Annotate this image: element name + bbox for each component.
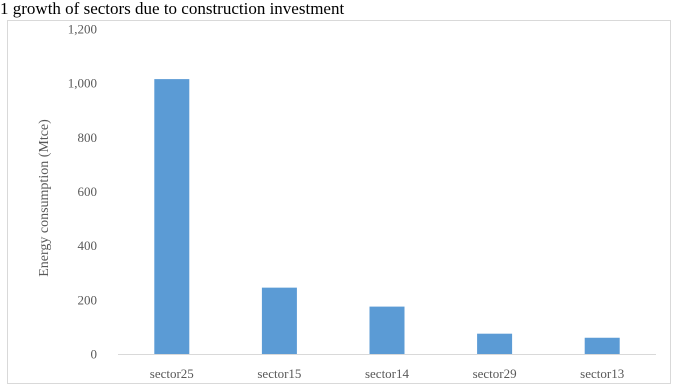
x-tick-label-sector13: sector13	[580, 366, 624, 381]
x-tick-label-sector25: sector25	[150, 366, 194, 381]
chart-title: 1 growth of sectors due to construction …	[0, 0, 345, 18]
bar-sector25	[154, 79, 190, 355]
bars-group	[154, 79, 620, 355]
y-axis-title: Energy consumption (Mtce)	[37, 119, 52, 277]
y-tick-label: 1,000	[68, 76, 97, 91]
bar-sector13	[584, 337, 620, 354]
y-tick-label: 0	[91, 347, 98, 362]
x-tick-labels: sector25 sector15 sector14 sector29 sector13	[150, 366, 624, 381]
y-tick-label: 800	[78, 130, 98, 145]
bar-sector15	[261, 287, 297, 354]
y-tick-label: 600	[78, 184, 98, 199]
bar-sector29	[477, 333, 513, 354]
x-tick-label-sector29: sector29	[473, 366, 517, 381]
y-tick-label: 1,200	[68, 22, 97, 37]
x-tick-label-sector15: sector15	[257, 366, 301, 381]
chart-frame	[7, 20, 671, 384]
y-tick-labels: 0 200 400 600 800 1,000 1,200	[68, 22, 97, 362]
y-tick-label: 200	[78, 292, 98, 307]
y-tick-label: 400	[78, 238, 98, 253]
bar-sector14	[369, 306, 405, 354]
x-tick-label-sector14: sector14	[365, 366, 410, 381]
